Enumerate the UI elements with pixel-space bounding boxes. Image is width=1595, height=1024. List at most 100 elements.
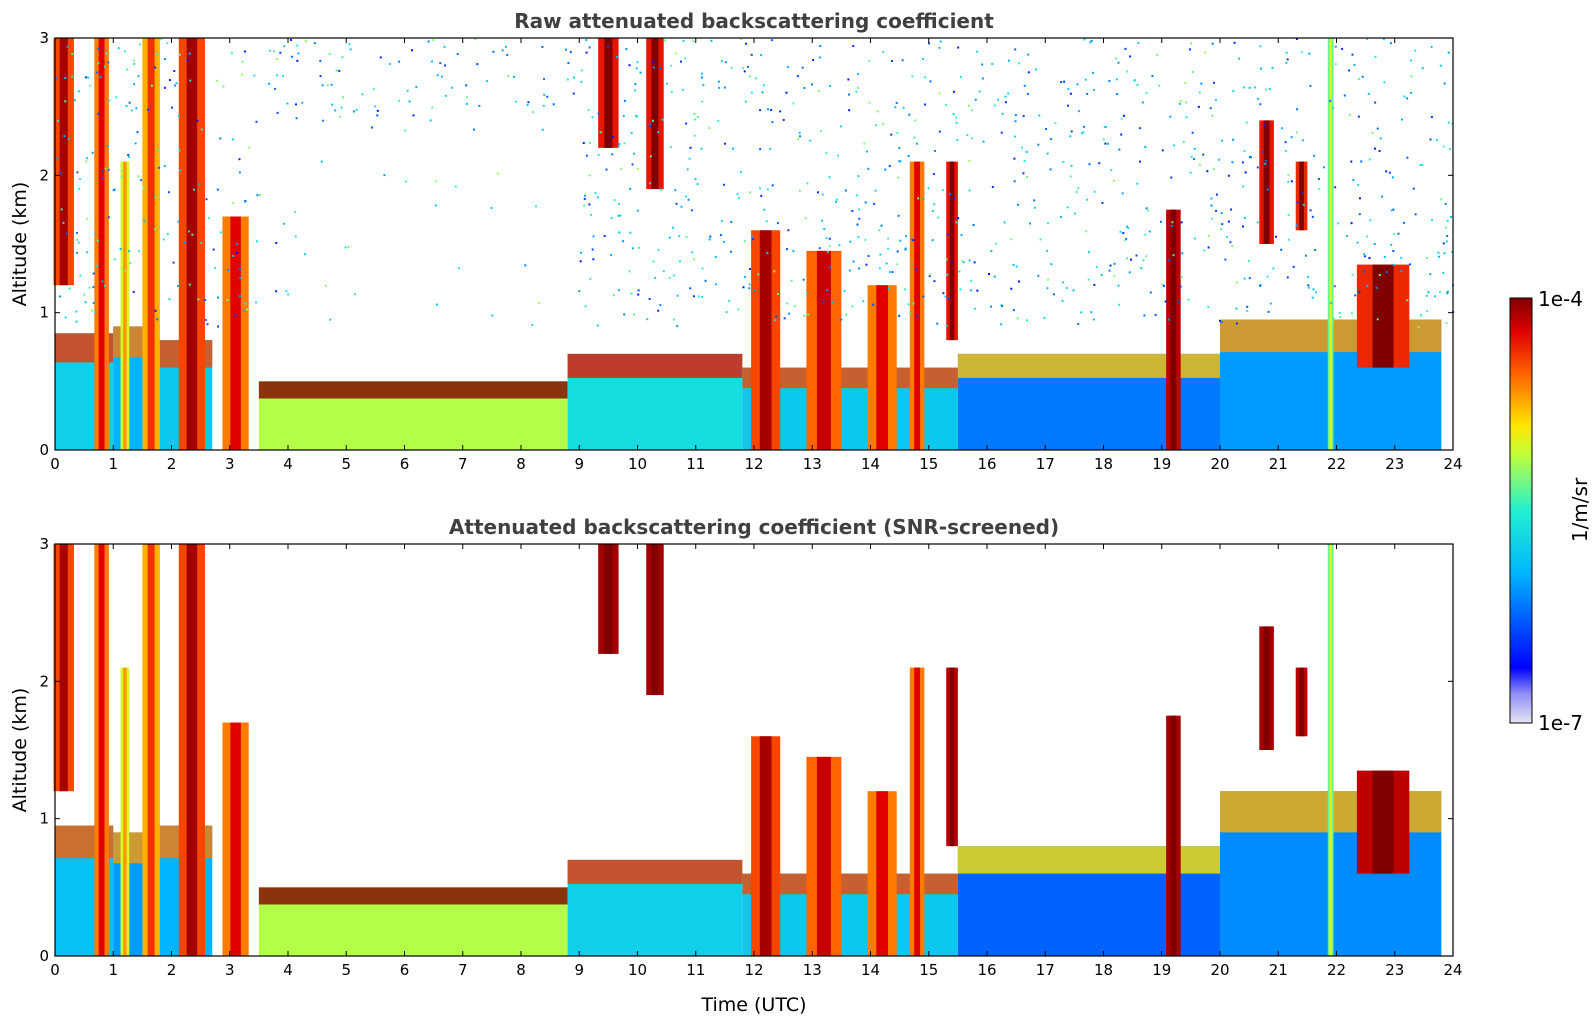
panel-0-noise-pixel — [990, 305, 993, 308]
panel-0-noise-pixel — [173, 70, 176, 73]
panel-0-noise-pixel — [347, 245, 350, 248]
panel-0-noise-pixel — [296, 44, 299, 47]
panel-0-noise-pixel — [828, 176, 831, 179]
panel-0-noise-pixel — [1087, 278, 1090, 281]
panel-0-noise-pixel — [828, 245, 831, 248]
panel-0-noise-pixel — [1218, 319, 1221, 322]
panel-0-noise-pixel — [226, 299, 229, 302]
panel-0-noise-pixel — [1119, 230, 1122, 233]
panel-0-noise-pixel — [101, 176, 104, 179]
panel-0-noise-pixel — [283, 45, 286, 48]
panel-0-noise-pixel — [113, 188, 116, 191]
panel-0-noise-pixel — [186, 59, 189, 62]
panel-0-noise-pixel — [858, 217, 861, 220]
panel-0-noise-pixel — [1065, 287, 1068, 290]
panel-0-plume-core-11 — [914, 161, 921, 450]
panel-0-noise-pixel — [113, 258, 116, 261]
panel-1-xtick-label: 14 — [861, 961, 880, 979]
panel-1-plume-core-6 — [604, 544, 613, 654]
panel-0-noise-pixel — [546, 95, 549, 98]
panel-1-xtick-label: 21 — [1269, 961, 1288, 979]
panel-0-noise-pixel — [478, 104, 481, 107]
panel-0-noise-pixel — [1369, 219, 1372, 222]
panel-0-noise-pixel — [208, 217, 211, 220]
panel-0-noise-pixel — [739, 170, 742, 173]
panel-0-noise-pixel — [807, 313, 810, 316]
panel-0-noise-pixel — [1184, 81, 1187, 84]
panel-0-noise-pixel — [1284, 149, 1287, 152]
panel-0-plume-core-4 — [186, 38, 198, 450]
panel-0-noise-pixel — [76, 238, 79, 241]
panel-0-noise-pixel — [1193, 237, 1196, 240]
panel-0-noise-pixel — [1093, 190, 1096, 193]
panel-0-noise-pixel — [376, 109, 379, 112]
panel-0-noise-pixel — [682, 39, 685, 42]
panel-0-noise-pixel — [1406, 299, 1409, 302]
panel-0-noise-pixel — [819, 130, 822, 133]
panel-0-noise-pixel — [1375, 286, 1378, 289]
panel-0-noise-pixel — [120, 169, 123, 172]
panel-0-noise-pixel — [1144, 145, 1147, 148]
panel-0-noise-pixel — [1350, 160, 1353, 163]
panel-0-noise-pixel — [129, 261, 132, 264]
panel-0-noise-pixel — [751, 238, 754, 241]
panel-0-noise-pixel — [1125, 70, 1128, 73]
panel-0-noise-pixel — [1412, 187, 1415, 190]
panel-0-noise-pixel — [566, 78, 569, 81]
panel-0-noise-pixel — [1144, 233, 1147, 236]
panel-0-noise-pixel — [1442, 271, 1445, 274]
panel-0-noise-pixel — [541, 128, 544, 131]
panel-0-noise-pixel — [851, 305, 854, 308]
panel-0-noise-pixel — [1161, 283, 1164, 286]
panel-0-noise-pixel — [1207, 234, 1210, 237]
panel-0-noise-pixel — [1437, 255, 1440, 258]
panel-0-noise-pixel — [238, 158, 241, 161]
panel-0-noise-pixel — [931, 209, 934, 212]
panel-0-noise-pixel — [1098, 162, 1101, 165]
panel-0-noise-pixel — [1092, 318, 1095, 321]
panel-0-noise-pixel — [759, 187, 762, 190]
panel-0-noise-pixel — [1406, 156, 1409, 159]
panel-0-noise-pixel — [255, 240, 258, 243]
panel-0-noise-pixel — [899, 160, 902, 163]
panel-0-noise-pixel — [782, 118, 785, 121]
panel-0-noise-pixel — [372, 88, 375, 91]
panel-0-noise-pixel — [1158, 84, 1161, 87]
panel-0-noise-pixel — [226, 269, 229, 272]
panel-0-noise-pixel — [1334, 63, 1337, 66]
panel-0-noise-pixel — [696, 116, 699, 119]
panel-0-noise-pixel — [1149, 291, 1152, 294]
panel-0-noise-pixel — [1212, 81, 1215, 84]
panel-0-noise-pixel — [65, 232, 68, 235]
panel-0-noise-pixel — [1376, 127, 1379, 130]
panel-0-noise-pixel — [689, 287, 692, 290]
panel-1-plume-core-8 — [759, 736, 772, 956]
panel-0-noise-pixel — [597, 153, 600, 156]
panel-0-noise-pixel — [1439, 64, 1442, 67]
panel-0-noise-pixel — [1092, 71, 1095, 74]
panel-0-noise-pixel — [905, 235, 908, 238]
panel-0-noise-pixel — [749, 191, 752, 194]
panel-0-noise-pixel — [857, 236, 860, 239]
panel-0-noise-pixel — [687, 198, 690, 201]
panel-0-noise-pixel — [1417, 326, 1420, 329]
panel-0-noise-pixel — [379, 56, 382, 59]
panel-0-noise-pixel — [991, 186, 994, 189]
panel-0-noise-pixel — [1142, 259, 1145, 262]
panel-0-noise-pixel — [738, 196, 741, 199]
panel-0-noise-pixel — [1257, 97, 1260, 100]
panel-0-noise-pixel — [1376, 318, 1379, 321]
panel-0-plume-core-9 — [816, 250, 831, 450]
panel-0-noise-pixel — [617, 145, 620, 148]
panel-0-noise-pixel — [1151, 74, 1154, 77]
panel-0-noise-pixel — [664, 39, 667, 42]
panel-1-xtick-label: 19 — [1152, 961, 1171, 979]
colorbar-max-label: 1e-4 — [1538, 287, 1583, 311]
panel-0-noise-pixel — [994, 242, 997, 245]
panel-0-noise-pixel — [331, 103, 334, 106]
panel-0-noise-pixel — [1367, 92, 1370, 95]
panel-0-noise-pixel — [868, 101, 871, 104]
panel-0-noise-pixel — [1390, 243, 1393, 246]
panel-0-noise-pixel — [1243, 150, 1246, 153]
panel-0-noise-pixel — [1025, 319, 1028, 322]
